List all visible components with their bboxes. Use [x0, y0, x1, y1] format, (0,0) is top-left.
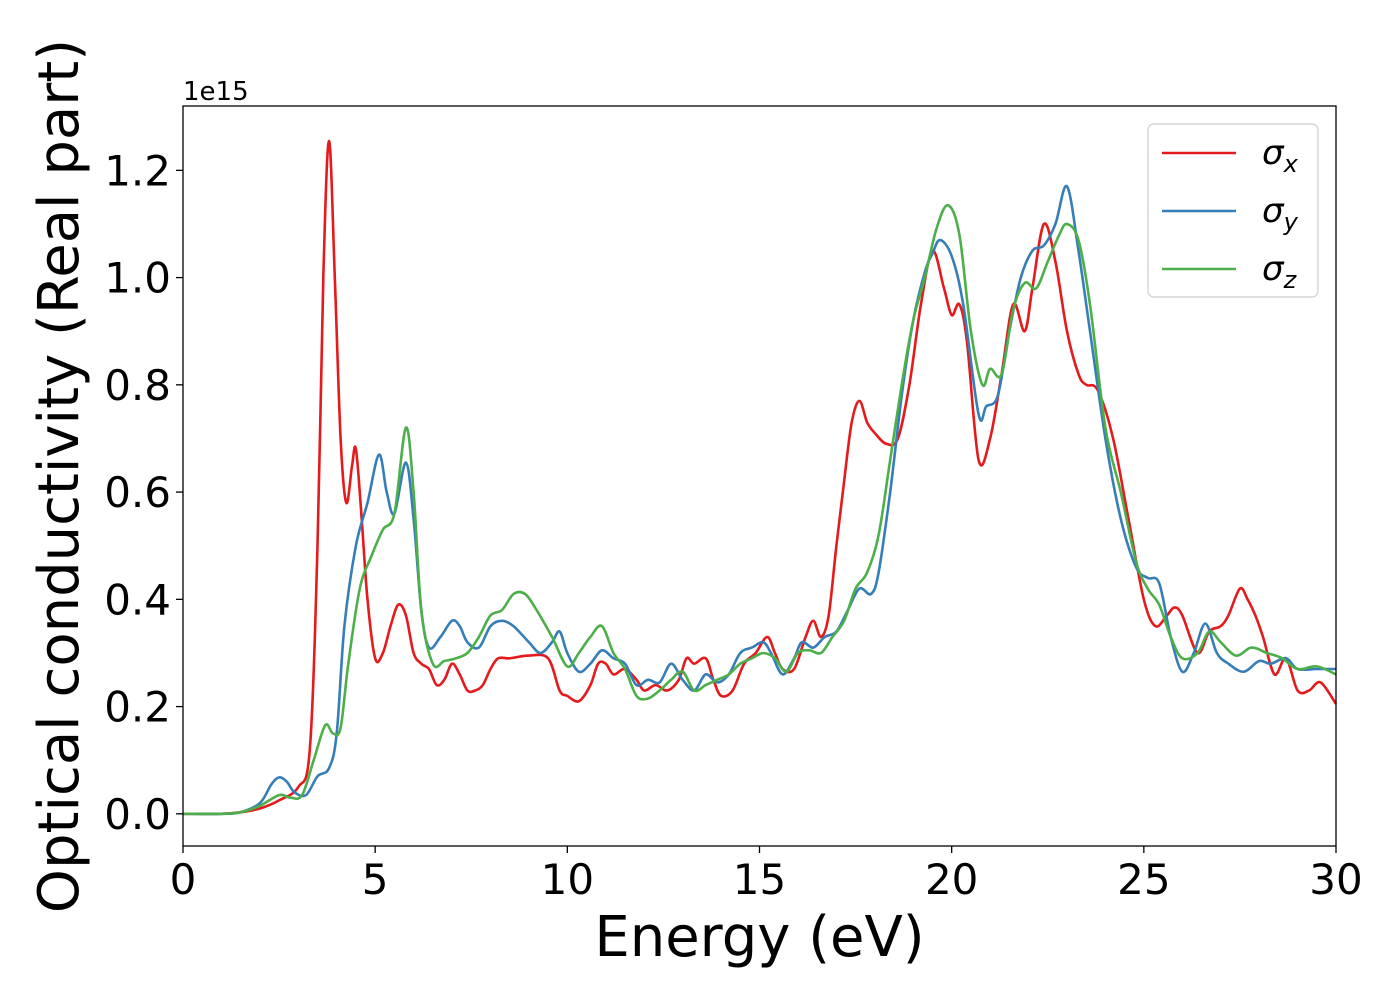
x-axis-title: Energy (eV): [594, 905, 924, 970]
y-tick-label: 0.2: [104, 683, 171, 732]
y-axis-ticks: 0.0 0.2 0.4 0.6 0.8 1.0 1.2: [104, 146, 183, 839]
y-tick-label: 1.0: [104, 254, 171, 303]
series-line-x: [182, 139, 1338, 816]
x-tick-label: 0: [170, 855, 197, 904]
series-line-z: [182, 203, 1337, 816]
series-layer: [182, 139, 1338, 816]
y-axis-title: Optical conductivity (Real part): [27, 39, 92, 913]
y-tick-label: 0.6: [104, 468, 171, 517]
y-tick-label: 0.0: [104, 790, 171, 839]
x-tick-label: 10: [541, 855, 594, 904]
x-axis-ticks: 0 5 10 15 20 25 30: [170, 846, 1363, 904]
x-tick-label: 30: [1309, 855, 1362, 904]
y-tick-label: 0.4: [104, 575, 171, 624]
series-line-y: [182, 185, 1336, 816]
y-offset-label: 1e15: [183, 77, 249, 107]
x-tick-label: 25: [1117, 855, 1170, 904]
x-tick-label: 20: [925, 855, 978, 904]
legend-label-z: σz: [1262, 249, 1298, 294]
x-tick-label: 5: [362, 855, 389, 904]
x-tick-label: 15: [733, 855, 786, 904]
y-tick-label: 1.2: [104, 146, 171, 195]
y-tick-label: 0.8: [104, 361, 171, 410]
